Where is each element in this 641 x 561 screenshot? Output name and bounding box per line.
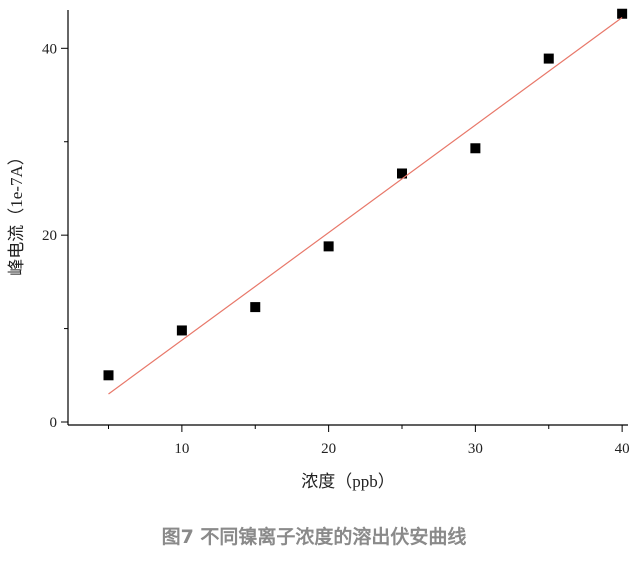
y-tick-label: 0 (50, 415, 58, 431)
caption: 图7 不同镍离子浓度的溶出伏安曲线 (162, 525, 467, 548)
x-axis-label: 浓度（ppb） (301, 472, 395, 491)
x-tick-label: 20 (321, 441, 336, 457)
point (617, 8, 628, 19)
x-tick-label: 40 (615, 441, 630, 457)
y-axis-label: 峰电流（1e-7A） (7, 148, 26, 275)
point (397, 168, 408, 179)
point (250, 302, 261, 313)
y-tick-label: 40 (42, 41, 57, 57)
point (543, 53, 554, 64)
point (176, 325, 187, 336)
point (103, 370, 114, 381)
point (470, 143, 481, 154)
point (323, 241, 334, 252)
x-tick-label: 30 (468, 441, 483, 457)
fit-line (108, 16, 623, 395)
x-tick-label: 10 (174, 441, 189, 457)
y-tick-label: 20 (42, 228, 57, 244)
